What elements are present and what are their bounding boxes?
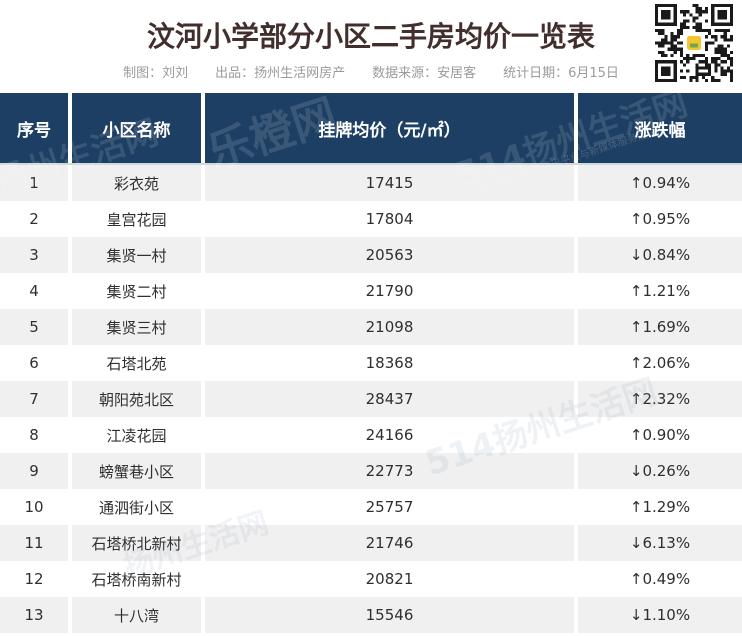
column-header-index: 序号 (0, 93, 72, 163)
credit-producer: 出品：扬州生活网房产 (215, 65, 346, 81)
price-change: ↓6.13% (578, 525, 742, 561)
price-change: ↑1.29% (578, 489, 742, 525)
table-row: 10 通泗街小区 25757 ↑1.29% (0, 489, 742, 525)
row-index: 7 (0, 381, 72, 417)
price-change: ↓1.10% (578, 597, 742, 633)
table-row: 13 十八湾 15546 ↓1.10% (0, 597, 742, 633)
credit-author: 制图：刘刘 (123, 65, 189, 81)
price-change: ↑2.06% (578, 345, 742, 381)
table-row: 3 集贤一村 20563 ↓0.84% (0, 237, 742, 273)
row-index: 6 (0, 345, 72, 381)
listing-price: 20563 (205, 237, 578, 273)
row-index: 2 (0, 201, 72, 237)
listing-price: 17415 (205, 165, 578, 201)
listing-price: 20821 (205, 561, 578, 597)
price-change: ↓0.26% (578, 453, 742, 489)
table-row: 6 石塔北苑 18368 ↑2.06% (0, 345, 742, 381)
page-header: 汶河小学部分小区二手房均价一览表 制图：刘刘 出品：扬州生活网房产 数据来源：安… (0, 0, 742, 93)
table-row: 2 皇宫花园 17804 ↑0.95% (0, 201, 742, 237)
community-name: 螃蟹巷小区 (72, 453, 205, 489)
table-body: 1 彩衣苑 17415 ↑0.94% 2 皇宫花园 17804 ↑0.95% 3 集贤一村 2056… (0, 165, 742, 633)
column-header-price: 挂牌均价（元/㎡） (205, 93, 578, 163)
community-name: 石塔桥南新村 (72, 561, 205, 597)
listing-price: 21746 (205, 525, 578, 561)
community-name: 石塔北苑 (72, 345, 205, 381)
page-title: 汶河小学部分小区二手房均价一览表 (146, 20, 595, 53)
credit-data-source: 数据来源：安居客 (372, 65, 477, 81)
table-row: 9 螃蟹巷小区 22773 ↓0.26% (0, 453, 742, 489)
listing-price: 17804 (205, 201, 578, 237)
column-header-change: 涨跌幅 (634, 120, 686, 141)
table-row: 12 石塔桥南新村 20821 ↑0.49% (0, 561, 742, 597)
table-row: 8 江凌花园 24166 ↑0.90% (0, 417, 742, 453)
row-index: 1 (0, 165, 72, 201)
row-index: 9 (0, 453, 72, 489)
price-change: ↑1.69% (578, 309, 742, 345)
row-index: 12 (0, 561, 72, 597)
community-name: 朝阳苑北区 (72, 381, 205, 417)
price-change: ↑2.32% (578, 381, 742, 417)
community-name: 皇宫花园 (72, 201, 205, 237)
column-header-name: 小区名称 (72, 93, 205, 163)
row-index: 3 (0, 237, 72, 273)
table-row: 11 石塔桥北新村 21746 ↓6.13% (0, 525, 742, 561)
qr-code (654, 4, 734, 82)
table-row: 4 集贤二村 21790 ↑1.21% (0, 273, 742, 309)
price-change: ↓0.84% (578, 237, 742, 273)
table-row: 1 彩衣苑 17415 ↑0.94% (0, 165, 742, 201)
community-name: 集贤一村 (72, 237, 205, 273)
community-name: 江凌花园 (72, 417, 205, 453)
price-change: ↑0.90% (578, 417, 742, 453)
listing-price: 24166 (205, 417, 578, 453)
listing-price: 21790 (205, 273, 578, 309)
price-change: ↑0.95% (578, 201, 742, 237)
listing-price: 25757 (205, 489, 578, 525)
community-name: 十八湾 (72, 597, 205, 633)
credits-line: 制图：刘刘 出品：扬州生活网房产 数据来源：安居客 统计日期：6月15日 (0, 62, 742, 81)
table-header-row: 序号 小区名称 挂牌均价（元/㎡） 涨跌幅 (0, 93, 742, 165)
price-change: ↑1.21% (578, 273, 742, 309)
listing-price: 18368 (205, 345, 578, 381)
community-name: 集贤二村 (72, 273, 205, 309)
price-table: 序号 小区名称 挂牌均价（元/㎡） 涨跌幅 1 彩衣苑 17415 ↑0.94% 2 皇宫… (0, 93, 742, 633)
listing-price: 22773 (205, 453, 578, 489)
community-name: 石塔桥北新村 (72, 525, 205, 561)
row-index: 8 (0, 417, 72, 453)
price-change: ↑0.49% (578, 561, 742, 597)
row-index: 5 (0, 309, 72, 345)
price-change: ↑0.94% (578, 165, 742, 201)
community-name: 彩衣苑 (72, 165, 205, 201)
row-index: 11 (0, 525, 72, 561)
row-index: 10 (0, 489, 72, 525)
listing-price: 21098 (205, 309, 578, 345)
table-row: 7 朝阳苑北区 28437 ↑2.32% (0, 381, 742, 417)
listing-price: 15546 (205, 597, 578, 633)
community-name: 通泗街小区 (72, 489, 205, 525)
row-index: 13 (0, 597, 72, 633)
credit-date: 统计日期：6月15日 (503, 65, 619, 81)
listing-price: 28437 (205, 381, 578, 417)
community-name: 集贤三村 (72, 309, 205, 345)
table-row: 5 集贤三村 21098 ↑1.69% (0, 309, 742, 345)
row-index: 4 (0, 273, 72, 309)
